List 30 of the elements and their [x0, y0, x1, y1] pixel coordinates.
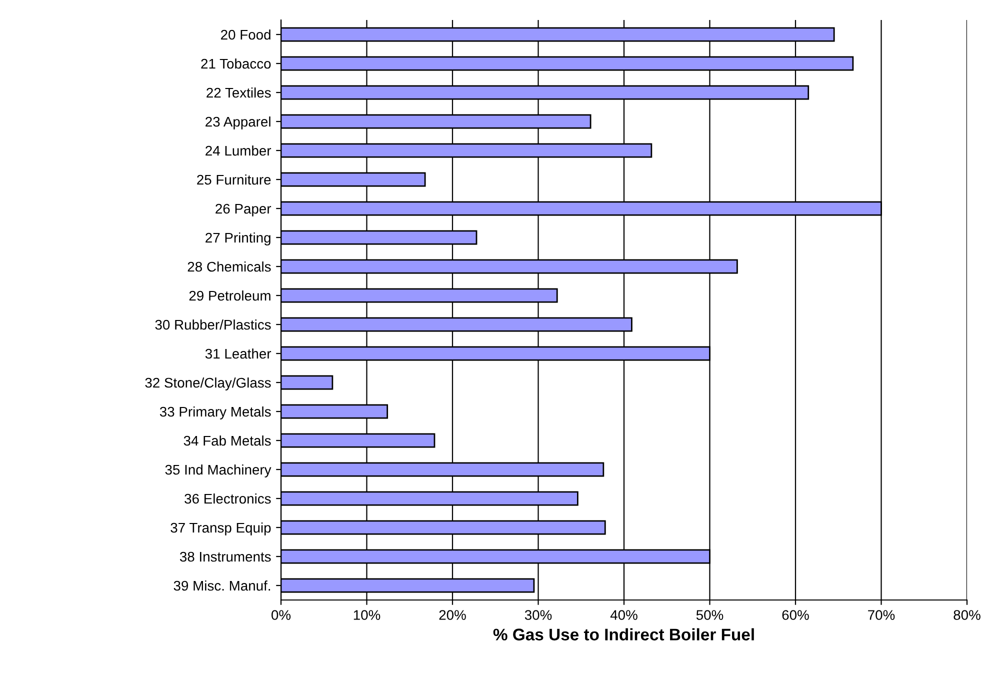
y-tick-label: 25 Furniture: [197, 174, 271, 185]
y-tick-label: 32 Stone/Clay/Glass: [145, 377, 271, 390]
y-tick-label: 20 Food: [221, 29, 270, 40]
x-axis-title: % Gas Use to Indirect Boiler Fuel: [493, 628, 754, 640]
y-tick-label: 30 Rubber/Plastics: [155, 319, 271, 330]
y-tick-label: 27 Printing: [206, 232, 270, 246]
x-tick-label: 80%: [954, 610, 980, 620]
y-tick-label: 28 Chemicals: [188, 261, 271, 272]
x-tick-label: 50%: [696, 610, 724, 620]
y-tick-label: 29 Petroleum: [189, 290, 270, 301]
y-tick-label: 33 Primary Metals: [160, 406, 271, 420]
y-tick-label: 34 Fab Metals: [184, 435, 271, 446]
y-tick-label: 31 Leather: [205, 348, 272, 359]
y-tick-label: 22 Textiles: [206, 87, 271, 98]
y-tick-label: 38 Instruments: [180, 552, 271, 562]
y-tick-label: 37 Transp Equip: [170, 522, 271, 536]
x-tick-label: 30%: [524, 610, 552, 620]
x-tick-label: 70%: [868, 610, 895, 620]
y-tick-label: 24 Lumber: [206, 145, 272, 156]
x-tick-label: 60%: [782, 610, 809, 620]
y-tick-label: 23 Apparel: [206, 116, 270, 130]
x-tick-label: 0%: [272, 610, 291, 620]
y-tick-label: 39 Misc. Manuf.: [174, 580, 270, 591]
y-tick-label: 21 Tobacco: [201, 58, 271, 69]
x-tick-label: 10%: [354, 610, 380, 620]
y-tick-label: 35 Ind Machinery: [165, 464, 272, 478]
y-tick-label: 36 Electronics: [184, 493, 271, 504]
x-tick-label: 20%: [439, 610, 466, 620]
x-tick-label: 40%: [610, 610, 638, 620]
y-tick-label: 26 Paper: [216, 204, 272, 216]
